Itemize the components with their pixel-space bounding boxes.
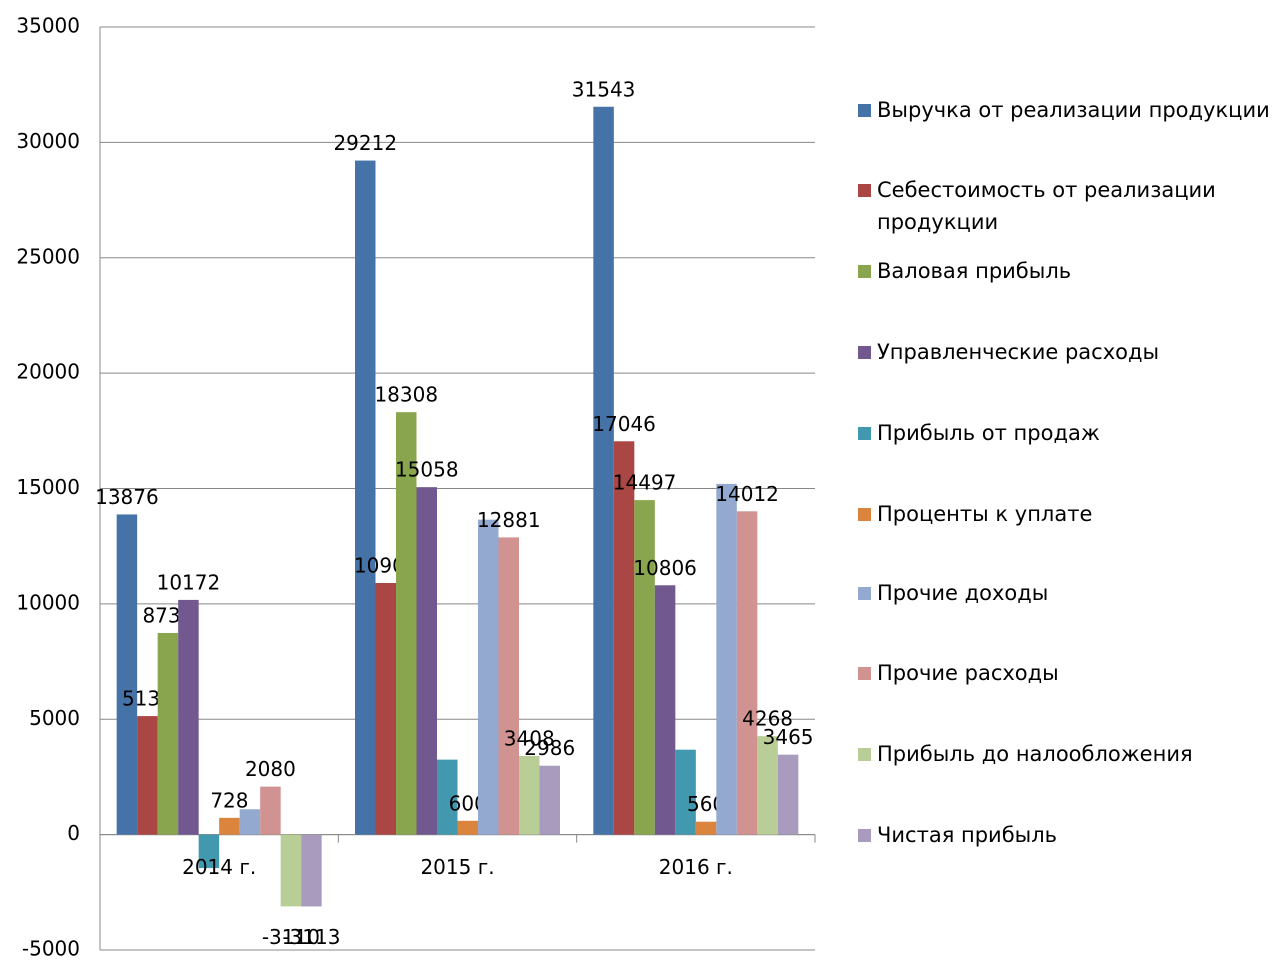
y-tick-label: -5000 bbox=[22, 937, 80, 960]
data-label: 13876 bbox=[95, 485, 159, 509]
bar bbox=[219, 817, 240, 835]
data-label: 3465 bbox=[763, 725, 814, 749]
data-label: 14497 bbox=[613, 471, 677, 495]
bar bbox=[396, 412, 417, 835]
legend-swatch bbox=[858, 104, 871, 117]
legend-swatch bbox=[858, 265, 871, 278]
data-label: 12881 bbox=[477, 508, 541, 532]
bar bbox=[437, 759, 458, 835]
bar bbox=[457, 820, 478, 835]
data-label: 3408 bbox=[504, 726, 555, 750]
y-tick-label: 0 bbox=[67, 821, 80, 845]
legend-label: Валовая прибыль bbox=[877, 259, 1072, 283]
bar bbox=[260, 786, 281, 835]
data-label: 2986 bbox=[524, 736, 575, 760]
legend-label: Чистая прибыль bbox=[877, 823, 1058, 847]
bar bbox=[280, 834, 302, 907]
y-tick-label: 20000 bbox=[16, 360, 80, 384]
bar bbox=[239, 809, 261, 835]
y-tick-label: 10000 bbox=[16, 590, 80, 614]
legend-item: Проценты к уплате bbox=[858, 498, 1273, 530]
bar bbox=[198, 834, 220, 869]
legend-swatch bbox=[858, 346, 871, 359]
data-label: 4268 bbox=[742, 707, 793, 731]
data-label: 31543 bbox=[572, 77, 636, 101]
legend-swatch bbox=[858, 667, 871, 680]
y-tick-label: 35000 bbox=[16, 14, 80, 38]
legend-swatch bbox=[858, 748, 871, 761]
y-tick-label: 25000 bbox=[16, 244, 80, 268]
bar bbox=[519, 755, 540, 835]
legend-label: Выручка от реализации продукции bbox=[877, 98, 1270, 122]
legend-item: Прочие доходы bbox=[858, 577, 1273, 609]
legend-swatch bbox=[858, 587, 871, 600]
bar bbox=[613, 441, 635, 835]
bar bbox=[116, 514, 138, 835]
data-label: 10172 bbox=[157, 570, 221, 594]
bar bbox=[301, 834, 322, 907]
bar bbox=[654, 585, 676, 835]
legend-swatch bbox=[858, 427, 871, 440]
data-label: 2080 bbox=[245, 757, 296, 781]
data-label: 10806 bbox=[633, 556, 697, 580]
legend-label: Управленческие расходы bbox=[877, 340, 1160, 364]
legend-label: Прибыль до налообложения bbox=[877, 742, 1193, 766]
bar bbox=[539, 765, 560, 835]
data-label: 18308 bbox=[374, 383, 438, 407]
bar bbox=[593, 106, 614, 835]
bar bbox=[634, 500, 655, 835]
y-tick-label: 5000 bbox=[29, 706, 80, 730]
legend-item: Управленческие расходы bbox=[858, 336, 1273, 368]
bar bbox=[178, 599, 199, 835]
bar bbox=[157, 632, 179, 835]
legend-label: Прибыль от продаж bbox=[877, 421, 1100, 445]
bar bbox=[675, 749, 696, 835]
x-tick-label: 2015 г. bbox=[420, 855, 494, 879]
data-label: 14012 bbox=[715, 482, 779, 506]
legend-item: Выручка от реализации продукции bbox=[858, 94, 1273, 126]
x-tick-label: 2014 г. bbox=[182, 855, 256, 879]
y-tick-label: 15000 bbox=[16, 475, 80, 499]
bar bbox=[695, 821, 717, 835]
bar bbox=[777, 754, 799, 835]
bar bbox=[478, 519, 499, 835]
legend: Выручка от реализации продукции Себестоим… bbox=[858, 0, 1273, 960]
bar bbox=[716, 483, 737, 835]
data-label: 29212 bbox=[333, 131, 397, 155]
legend-swatch bbox=[858, 508, 871, 521]
bar bbox=[375, 583, 396, 835]
legend-item: Себестоимость от реализации продукции bbox=[858, 174, 1273, 238]
legend-label: Прочие доходы bbox=[877, 581, 1049, 605]
legend-item: Валовая прибыль bbox=[858, 255, 1273, 287]
data-label: 15058 bbox=[395, 458, 459, 482]
bar bbox=[498, 537, 519, 835]
y-tick-label: 30000 bbox=[16, 129, 80, 153]
bar bbox=[137, 716, 158, 835]
bar bbox=[736, 511, 758, 835]
data-label: 728 bbox=[210, 788, 248, 812]
legend-item: Прибыль до налообложения bbox=[858, 738, 1273, 770]
bar bbox=[757, 736, 778, 835]
data-label: 17046 bbox=[592, 412, 656, 436]
bar bbox=[355, 160, 376, 835]
legend-swatch bbox=[858, 829, 871, 842]
legend-item: Прибыль от продаж bbox=[858, 417, 1273, 449]
chart: -5000 0 5000 10000 15000 20000 25000 30000 35000… bbox=[16, 14, 816, 960]
bar bbox=[416, 487, 437, 835]
data-label: -3110 bbox=[262, 925, 320, 949]
x-tick-label: 2016 г. bbox=[659, 855, 733, 879]
legend-item: Прочие расходы bbox=[858, 657, 1273, 689]
legend-label: Проценты к уплате bbox=[877, 502, 1093, 526]
legend-item: Чистая прибыль bbox=[858, 819, 1273, 851]
legend-label: Прочие расходы bbox=[877, 661, 1059, 685]
legend-label: Себестоимость от реализации продукции bbox=[877, 178, 1216, 234]
data-label: -3113 bbox=[282, 925, 340, 949]
legend-swatch bbox=[858, 184, 871, 197]
